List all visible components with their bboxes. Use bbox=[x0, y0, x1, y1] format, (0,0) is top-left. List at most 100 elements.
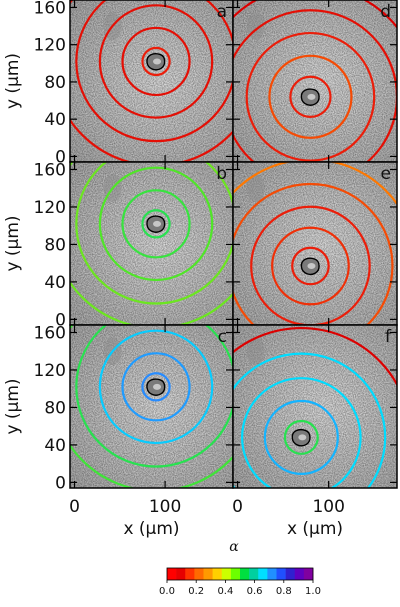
x-axis-title: x (µm) bbox=[123, 519, 179, 539]
panel-ticks bbox=[70, 325, 233, 488]
y-axis-title: y (µm) bbox=[3, 215, 23, 271]
contour-a-4 bbox=[75, 0, 233, 143]
contour-c-3 bbox=[98, 329, 214, 445]
colorbar-swatch bbox=[185, 568, 195, 580]
y-tick-label: 120 bbox=[34, 36, 66, 56]
colorbar-tick-label: 0.8 bbox=[276, 586, 292, 597]
particle-highlight bbox=[298, 434, 307, 441]
y-tick-label: 120 bbox=[34, 361, 66, 381]
colorbar-swatch bbox=[294, 568, 305, 580]
contour-b-2 bbox=[121, 189, 191, 259]
contour-f-3 bbox=[241, 377, 362, 488]
colorbar-tick-label: 1.0 bbox=[305, 586, 321, 597]
particle-highlight bbox=[153, 220, 162, 227]
y-tick-label: 40 bbox=[44, 110, 66, 130]
panel-ticks bbox=[233, 325, 397, 488]
particle-highlight bbox=[153, 58, 162, 65]
panel-e: e bbox=[232, 161, 398, 326]
contour-a-3 bbox=[98, 4, 214, 119]
contour-f-1 bbox=[283, 419, 319, 455]
colorbar-swatch bbox=[176, 568, 186, 580]
colorbar-swatch bbox=[203, 568, 213, 580]
colorbar-tick-label: 0.6 bbox=[247, 586, 263, 597]
panel-ticks bbox=[233, 162, 397, 325]
colorbar-tick-label: 0.4 bbox=[217, 586, 233, 597]
y-tick-label: 80 bbox=[44, 73, 66, 93]
contour-e-3 bbox=[250, 205, 371, 325]
colorbar-swatch bbox=[285, 568, 296, 580]
contour-e-1 bbox=[291, 246, 330, 286]
contour-c-1 bbox=[141, 372, 171, 402]
panel-letter: c bbox=[218, 327, 227, 347]
panel-d: d bbox=[232, 0, 398, 163]
contour-d-2 bbox=[268, 54, 353, 139]
colorbar-tick-label: 0.2 bbox=[188, 586, 204, 597]
x-tick-label: 0 bbox=[69, 497, 80, 517]
x-tick-label: 100 bbox=[312, 497, 344, 517]
colorbar-title: α bbox=[229, 539, 239, 555]
x-tick-label: 0 bbox=[232, 497, 243, 517]
panel-c: c bbox=[69, 324, 234, 489]
panel-letter: e bbox=[381, 164, 391, 184]
image-artifact bbox=[246, 174, 265, 203]
panel-texture bbox=[70, 0, 233, 162]
contour-d-1 bbox=[289, 75, 332, 118]
contour-f-2 bbox=[263, 399, 339, 475]
contour-f-4 bbox=[233, 352, 387, 488]
y-tick-label: 160 bbox=[34, 323, 66, 343]
contour-b-3 bbox=[98, 166, 214, 282]
y-tick-label: 0 bbox=[55, 147, 66, 167]
panel-texture bbox=[70, 162, 233, 325]
contour-e-2 bbox=[271, 226, 350, 306]
colorbar-swatch bbox=[303, 568, 314, 580]
colorbar-swatch bbox=[230, 568, 241, 580]
panel-ticks bbox=[70, 162, 233, 325]
panel-a: a bbox=[69, 0, 234, 163]
panel-letter: f bbox=[385, 327, 392, 347]
contour-f-5 bbox=[233, 327, 397, 488]
panel-texture bbox=[70, 325, 233, 488]
axes-layer: 0 40 80 120 160 y (µm) 0 40 80 120 160 y (µm) 0 40 80 1… bbox=[3, 0, 345, 539]
colorbar-swatch bbox=[240, 568, 250, 580]
particle-highlight bbox=[307, 262, 316, 269]
colorbar-tick-label: 0.0 bbox=[159, 586, 175, 597]
colorbar-swatch bbox=[267, 568, 277, 580]
panel-ticks bbox=[70, 0, 233, 162]
panel-f: f bbox=[232, 324, 398, 489]
contour-b-4 bbox=[75, 162, 233, 305]
panel-frame bbox=[232, 324, 398, 489]
contour-a-1 bbox=[141, 46, 171, 77]
particle-highlight bbox=[307, 93, 316, 100]
contour-c-2 bbox=[121, 352, 191, 422]
colorbar-swatch bbox=[194, 568, 204, 580]
colorbar-swatch bbox=[249, 568, 259, 580]
panel-letter: b bbox=[216, 164, 227, 184]
y-tick-label: 0 bbox=[55, 310, 66, 330]
panels-layer: a b c d e f bbox=[69, 0, 398, 489]
y-tick-label: 80 bbox=[44, 235, 66, 255]
contour-c-4 bbox=[75, 325, 233, 468]
y-axis-title: y (µm) bbox=[3, 53, 23, 109]
colorbar-swatch bbox=[167, 568, 177, 580]
particle-highlight bbox=[153, 383, 162, 390]
panel-letter: a bbox=[217, 2, 227, 22]
contour-e-4 bbox=[233, 182, 394, 325]
contour-d-4 bbox=[233, 9, 397, 162]
colorbar-frame bbox=[166, 567, 314, 581]
y-tick-label: 120 bbox=[34, 198, 66, 218]
image-artifact bbox=[246, 337, 265, 366]
y-tick-label: 160 bbox=[34, 160, 66, 180]
colorbar: α 0.0 0.2 0.4 0.6 0.8 1.0 bbox=[159, 539, 321, 597]
y-tick-label: 80 bbox=[44, 398, 66, 418]
contour-d-3 bbox=[245, 31, 376, 162]
panel-b: b bbox=[69, 161, 234, 326]
y-tick-label: 0 bbox=[55, 473, 66, 493]
colorbar-swatch bbox=[276, 568, 286, 580]
x-tick-label: 100 bbox=[149, 497, 181, 517]
y-tick-label: 40 bbox=[44, 273, 66, 293]
y-tick-label: 160 bbox=[34, 0, 66, 18]
y-tick-label: 40 bbox=[44, 436, 66, 456]
colorbar-swatch bbox=[258, 568, 268, 580]
panel-letter: d bbox=[380, 2, 391, 22]
